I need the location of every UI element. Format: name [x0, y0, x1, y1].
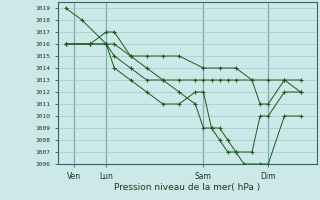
X-axis label: Pression niveau de la mer( hPa ): Pression niveau de la mer( hPa ) [114, 183, 260, 192]
